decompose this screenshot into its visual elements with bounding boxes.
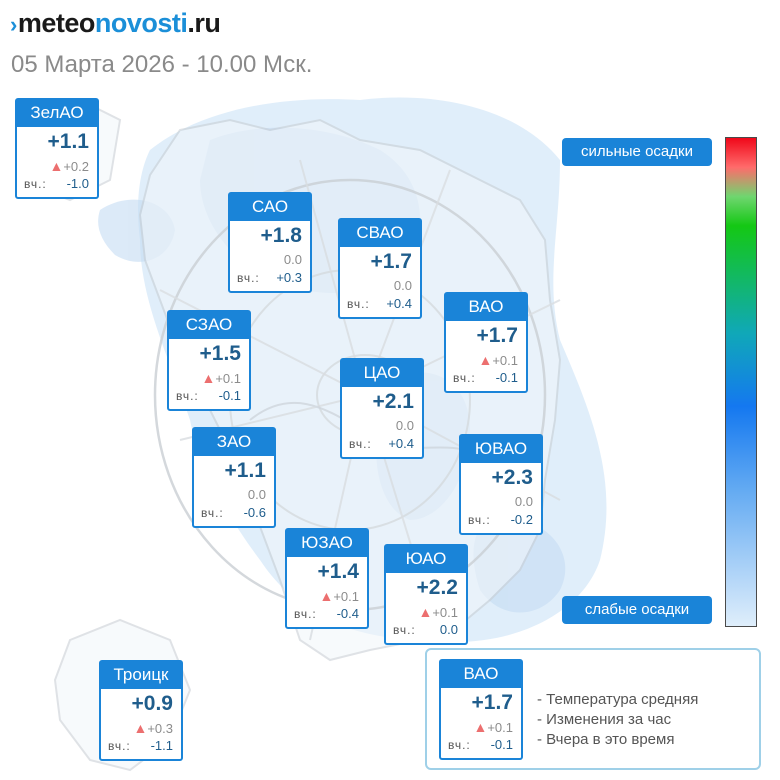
yesterday-label: вч.:	[349, 437, 372, 451]
hourly-change: ▲+0.1	[201, 370, 241, 386]
temperature: +1.7	[476, 324, 518, 347]
heavy-precipitation-label: сильные осадки	[562, 138, 712, 166]
hourly-change: ▲+0.1	[478, 352, 518, 368]
district-name: ЮЗАО	[286, 529, 368, 557]
temperature: +1.1	[224, 459, 266, 482]
yesterday-label: вч.:	[453, 371, 476, 385]
district-name: СЗАО	[168, 311, 250, 339]
temperature: +2.3	[491, 466, 533, 489]
district-name: СВАО	[339, 219, 421, 247]
district-name: ЦАО	[341, 359, 423, 387]
temperature: +2.1	[372, 390, 414, 413]
hourly-change: ▲+0.3	[133, 720, 173, 736]
rise-triangle-icon: ▲	[319, 588, 334, 604]
temperature: +1.5	[199, 342, 241, 365]
legend-item-hourly-change: - Изменения за час	[537, 711, 672, 728]
yesterday-label: вч.:	[201, 506, 224, 520]
light-precipitation-label: слабые осадки	[562, 596, 712, 624]
district-card-troitsk[interactable]: Троицк +0.9 ▲+0.3 вч.: -1.1	[99, 660, 183, 761]
temperature: +1.7	[471, 691, 513, 714]
temperature: +2.2	[416, 576, 458, 599]
yesterday-label: вч.:	[393, 623, 416, 637]
yesterday-label: вч.:	[294, 607, 317, 621]
district-name: Троицк	[100, 661, 182, 689]
hourly-change: 0.0	[393, 278, 412, 293]
logo-part-novosti: novosti	[94, 8, 188, 38]
district-card-yuvao[interactable]: ЮВАО +2.3 0.0 вч.: -0.2	[459, 434, 543, 535]
district-name: ЮВАО	[460, 435, 542, 463]
district-card-zao[interactable]: ЗАО +1.1 0.0 вч.: -0.6	[192, 427, 276, 528]
yesterday-temperature: -1.1	[150, 738, 173, 753]
legend-sample-card: ВАО +1.7 ▲+0.1 вч.: -0.1	[439, 659, 523, 760]
district-card-zelao[interactable]: ЗелАО +1.1 ▲+0.2 вч.: -1.0	[15, 98, 99, 199]
yesterday-temperature: -0.4	[336, 606, 359, 621]
logo-part-ru: .ru	[187, 8, 221, 38]
yesterday-label: вч.:	[448, 738, 471, 752]
yesterday-label: вч.:	[347, 297, 370, 311]
district-card-yuzao[interactable]: ЮЗАО +1.4 ▲+0.1 вч.: -0.4	[285, 528, 369, 629]
district-card-svao[interactable]: СВАО +1.7 0.0 вч.: +0.4	[338, 218, 422, 319]
rise-triangle-icon: ▲	[49, 158, 64, 174]
district-card-cao[interactable]: ЦАО +2.1 0.0 вч.: +0.4	[340, 358, 424, 459]
hourly-change: 0.0	[283, 252, 302, 267]
legend-box: ВАО +1.7 ▲+0.1 вч.: -0.1 - Температура с…	[425, 648, 761, 770]
rise-triangle-icon: ▲	[418, 604, 433, 620]
yesterday-temperature: +0.3	[276, 270, 302, 285]
logo-part-meteo: meteo	[17, 8, 96, 38]
district-name: ЗАО	[193, 428, 275, 456]
yesterday-temperature: -0.1	[218, 388, 241, 403]
yesterday-temperature: 0.0	[439, 622, 458, 637]
yesterday-temperature: +0.4	[388, 436, 414, 451]
legend-item-avg-temp: - Температура средняя	[537, 691, 699, 708]
temperature: +1.4	[317, 560, 359, 583]
yesterday-temperature: -1.0	[66, 176, 89, 191]
district-card-vao[interactable]: ВАО +1.7 ▲+0.1 вч.: -0.1	[444, 292, 528, 393]
yesterday-temperature: -0.2	[510, 512, 533, 527]
yesterday-label: вч.:	[176, 389, 199, 403]
rise-triangle-icon: ▲	[473, 719, 488, 735]
hourly-change: 0.0	[395, 418, 414, 433]
temperature: +1.8	[260, 224, 302, 247]
district-card-szao[interactable]: СЗАО +1.5 ▲+0.1 вч.: -0.1	[167, 310, 251, 411]
yesterday-label: вч.:	[108, 739, 131, 753]
yesterday-temperature: -0.6	[243, 505, 266, 520]
district-card-sao[interactable]: САО +1.8 0.0 вч.: +0.3	[228, 192, 312, 293]
yesterday-label: вч.:	[24, 177, 47, 191]
temperature: +0.9	[131, 692, 173, 715]
yesterday-label: вч.:	[468, 513, 491, 527]
temperature: +1.1	[47, 130, 89, 153]
temperature: +1.7	[370, 250, 412, 273]
hourly-change: 0.0	[514, 494, 533, 509]
forecast-datetime: 05 Марта 2026 - 10.00 Мск.	[11, 51, 313, 78]
district-name: ЮАО	[385, 545, 467, 573]
legend-items: - Температура средняя - Изменения за час…	[537, 690, 698, 750]
district-name: САО	[229, 193, 311, 221]
rise-triangle-icon: ▲	[478, 352, 493, 368]
yesterday-label: вч.:	[237, 271, 260, 285]
district-name: ЗелАО	[16, 99, 98, 127]
hourly-change: 0.0	[247, 487, 266, 502]
logo-mark-icon: ›	[10, 12, 17, 37]
yesterday-temperature: +0.4	[386, 296, 412, 311]
hourly-change: ▲+0.1	[319, 588, 359, 604]
site-logo[interactable]: ›meteonovosti.ru	[10, 8, 221, 39]
district-card-yuao[interactable]: ЮАО +2.2 ▲+0.1 вч.: 0.0	[384, 544, 468, 645]
hourly-change: ▲+0.1	[418, 604, 458, 620]
legend-item-yesterday: - Вчера в это время	[537, 731, 675, 748]
rise-triangle-icon: ▲	[133, 720, 148, 736]
hourly-change: ▲+0.2	[49, 158, 89, 174]
yesterday-temperature: -0.1	[490, 737, 513, 752]
district-name: ВАО	[440, 660, 522, 688]
district-name: ВАО	[445, 293, 527, 321]
rise-triangle-icon: ▲	[201, 370, 216, 386]
hourly-change: ▲+0.1	[473, 719, 513, 735]
yesterday-temperature: -0.1	[495, 370, 518, 385]
precipitation-scale-bar	[725, 137, 757, 627]
